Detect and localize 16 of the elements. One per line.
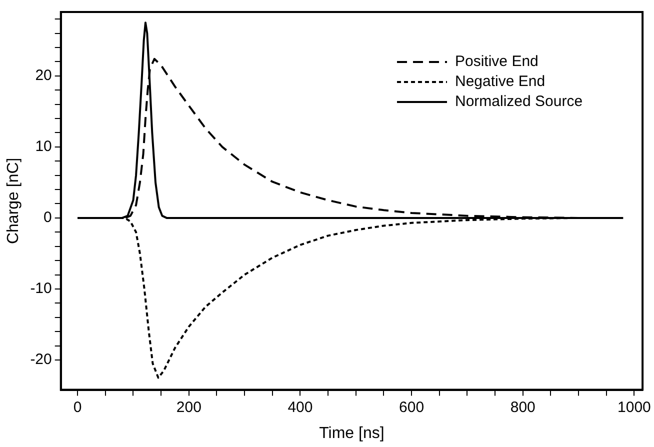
y-tick-label: 10 [35, 138, 52, 156]
x-tick-label: 400 [288, 398, 313, 416]
legend-label: Normalized Source [455, 93, 583, 110]
y-tick-label: 20 [35, 67, 52, 84]
legend-label: Positive End [455, 53, 538, 70]
x-tick-label: 600 [399, 398, 424, 416]
x-tick-label: 0 [73, 398, 82, 416]
y-tick-label: 0 [44, 209, 52, 226]
y-axis-title: Charge [nC] [5, 158, 22, 244]
x-axis-title: Time [ns] [319, 424, 384, 442]
y-tick-label: -20 [30, 351, 52, 368]
x-tick-label: 800 [510, 398, 536, 416]
x-tick-label: 200 [176, 398, 202, 416]
y-tick-label: -10 [30, 280, 52, 298]
x-tick-label: 1000 [618, 398, 651, 416]
legend-label: Negative End [455, 73, 546, 90]
